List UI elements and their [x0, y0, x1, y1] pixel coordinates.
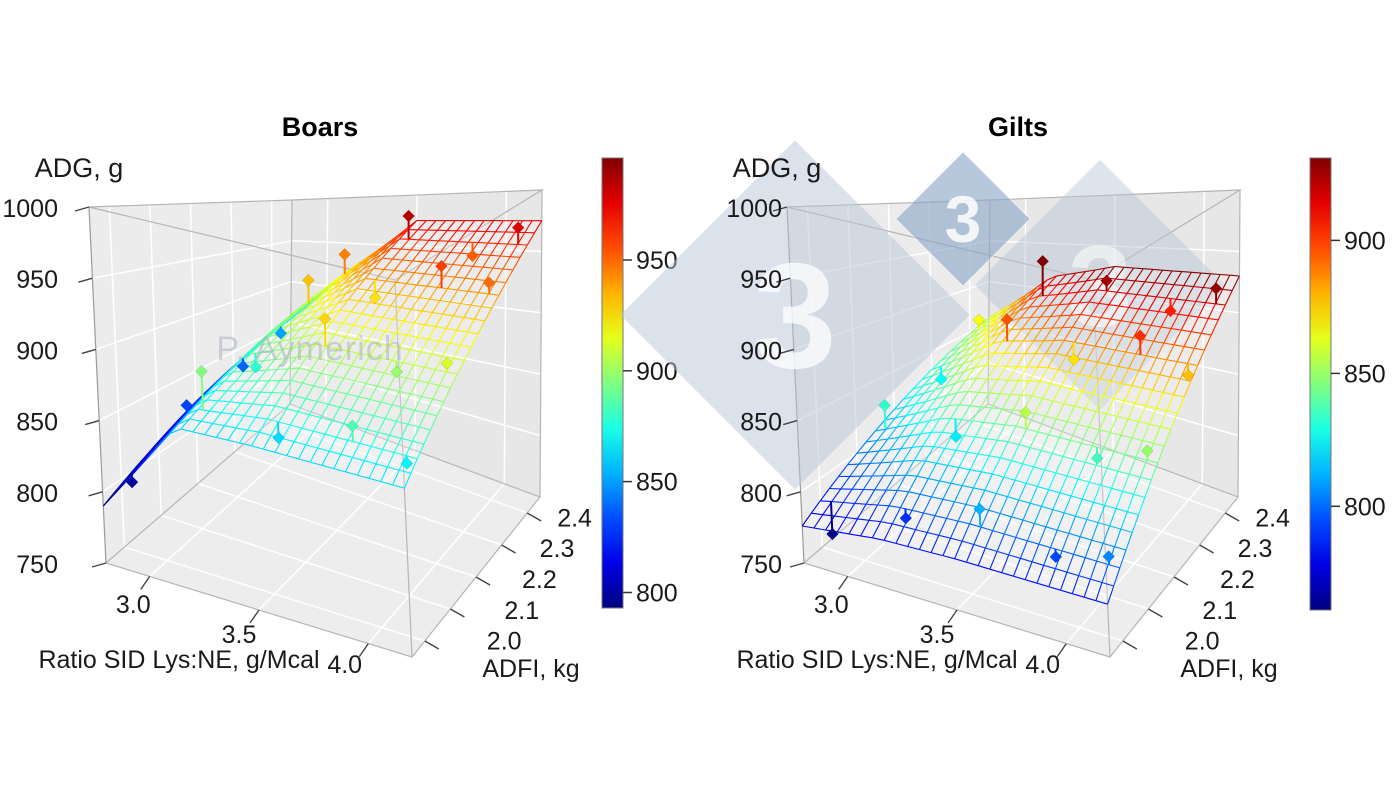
z-axis-title: ADG, g [733, 153, 822, 183]
boars-plot-group: 750 800 850 900 950 1000 ADG, g 3.0 3.5 4.0 Ratio … [2, 153, 677, 683]
z-tick-label: 800 [740, 480, 782, 508]
colorbar-tick-label: 850 [1344, 360, 1386, 388]
logo-digit: 3 [945, 182, 982, 256]
x-axis-title: Ratio SID Lys:NE, g/Mcal [736, 646, 1017, 674]
x-tick-label: 4.0 [1025, 651, 1060, 679]
z-tick-label: 800 [16, 480, 58, 508]
gilts-title: Gilts [803, 112, 1233, 143]
y-tick-label: 2.4 [1255, 504, 1290, 532]
z-tick-label: 950 [16, 266, 58, 294]
colorbar-tick-label: 900 [1344, 227, 1386, 255]
x-axis-title: Ratio SID Lys:NE, g/Mcal [38, 646, 319, 674]
x-tick-label: 3.0 [116, 591, 151, 619]
y-axis-title: ADFI, kg [1180, 655, 1277, 683]
colorbar-tick-label: 800 [1344, 493, 1386, 521]
y-tick-label: 2.0 [487, 628, 522, 656]
y-tick-label: 2.3 [540, 535, 575, 563]
colorbar: 800 850 900 [1310, 158, 1386, 610]
x-tick-label: 3.5 [920, 621, 955, 649]
logo-digit: 3 [753, 232, 836, 400]
colorbar-gradient [602, 158, 623, 608]
boars-title: Boars [105, 112, 535, 143]
colorbar-gradient [1310, 158, 1331, 610]
y-tick-label: 2.1 [1202, 597, 1237, 625]
z-tick-label: 900 [740, 337, 782, 365]
y-axis-title: ADFI, kg [482, 655, 579, 683]
colorbar-tick-label: 800 [636, 579, 678, 607]
y-tick-label: 2.4 [557, 504, 592, 532]
y-tick-label: 2.1 [504, 597, 539, 625]
z-tick-label: 1000 [2, 195, 58, 223]
y-tick-label: 2.2 [522, 566, 557, 594]
z-tick-label: 850 [16, 409, 58, 437]
x-tick-label: 3.0 [814, 591, 849, 619]
y-tick-label: 2.0 [1185, 628, 1220, 656]
y-tick-label: 2.2 [1220, 566, 1255, 594]
z-tick-label: 950 [740, 266, 782, 294]
z-tick-label: 1000 [726, 195, 782, 223]
colorbar-tick-label: 850 [636, 469, 678, 497]
z-tick-label: 750 [740, 551, 782, 579]
gilts-plot-group: 3337508008509009501000ADG, g3.03.54.0Rat… [620, 140, 1385, 683]
z-axis-title: ADG, g [35, 153, 124, 183]
z-tick-label: 900 [16, 337, 58, 365]
x-tick-label: 4.0 [327, 651, 362, 679]
x-tick-label: 3.5 [222, 621, 257, 649]
z-tick-label: 850 [740, 409, 782, 437]
y-tick-label: 2.3 [1238, 535, 1273, 563]
z-tick-label: 750 [16, 551, 58, 579]
